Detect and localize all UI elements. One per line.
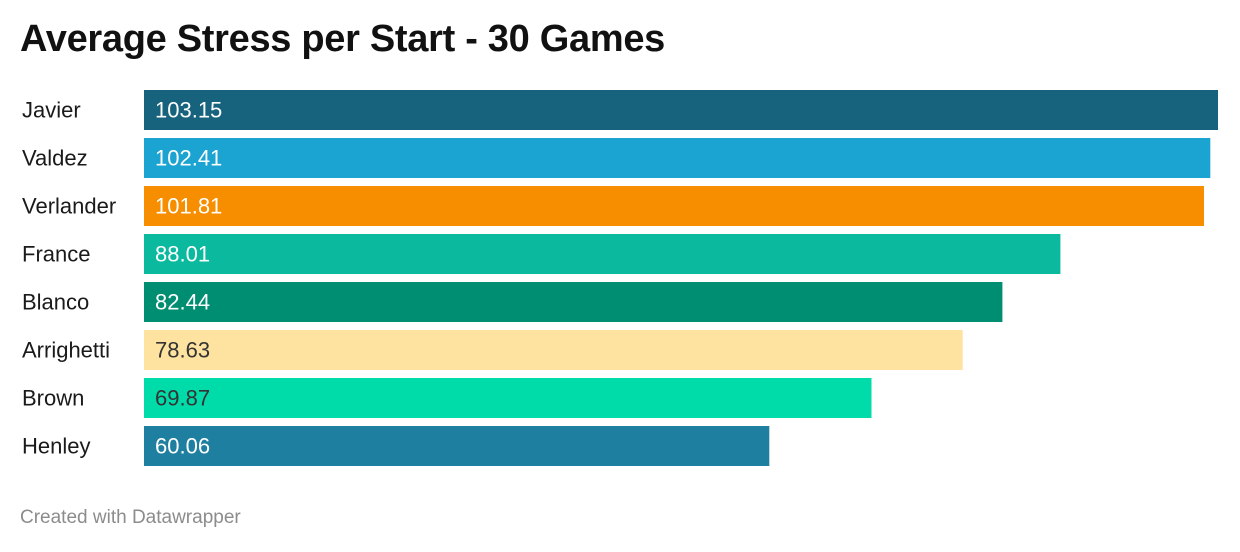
value-label-france: 88.01 xyxy=(155,242,210,267)
category-label-arrighetti: Arrighetti xyxy=(22,338,110,363)
category-label-valdez: Valdez xyxy=(22,146,88,171)
bar-france xyxy=(144,234,1061,274)
value-label-verlander: 101.81 xyxy=(155,194,222,219)
chart-title: Average Stress per Start - 30 Games xyxy=(20,18,665,60)
category-label-blanco: Blanco xyxy=(22,290,89,315)
bar-valdez xyxy=(144,138,1211,178)
value-label-javier: 103.15 xyxy=(155,98,222,123)
category-label-javier: Javier xyxy=(22,98,81,123)
category-label-france: France xyxy=(22,242,90,267)
category-label-brown: Brown xyxy=(22,386,84,411)
bar-arrighetti xyxy=(144,330,963,370)
value-label-henley: 60.06 xyxy=(155,434,210,459)
value-label-arrighetti: 78.63 xyxy=(155,338,210,363)
value-label-brown: 69.87 xyxy=(155,386,210,411)
value-label-blanco: 82.44 xyxy=(155,290,210,315)
credit-footer: Created with Datawrapper xyxy=(20,507,241,528)
bar-verlander xyxy=(144,186,1204,226)
bar-blanco xyxy=(144,282,1003,322)
bar-brown xyxy=(144,378,872,418)
bar-javier xyxy=(144,90,1218,130)
value-label-valdez: 102.41 xyxy=(155,146,222,171)
bar-chart: Javier 103.15 Valdez 102.41 Verlander 101.81 F… xyxy=(22,90,1218,466)
category-label-verlander: Verlander xyxy=(22,194,116,219)
bar-henley xyxy=(144,426,770,466)
category-label-henley: Henley xyxy=(22,434,90,459)
